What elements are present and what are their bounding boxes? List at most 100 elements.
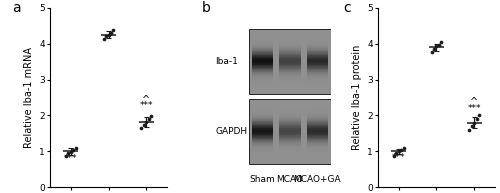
Bar xyxy=(280,132,300,133)
Point xyxy=(67,151,75,154)
Bar xyxy=(280,124,300,125)
Point xyxy=(100,38,108,41)
Bar xyxy=(280,76,300,77)
Bar xyxy=(306,129,328,130)
Bar xyxy=(280,64,300,65)
Bar xyxy=(280,143,300,144)
Bar xyxy=(280,38,300,39)
Bar xyxy=(306,148,328,149)
Bar xyxy=(306,84,328,85)
Bar xyxy=(306,128,328,129)
Bar xyxy=(280,46,300,47)
Point xyxy=(102,35,110,38)
Text: ^: ^ xyxy=(470,97,478,107)
Bar xyxy=(252,71,274,72)
Bar xyxy=(306,136,328,137)
Bar xyxy=(306,137,328,138)
Bar xyxy=(252,153,274,154)
Bar xyxy=(280,112,300,113)
Bar xyxy=(306,153,328,154)
Bar xyxy=(280,113,300,114)
Bar xyxy=(306,143,328,144)
Bar xyxy=(252,110,274,111)
Point xyxy=(435,43,443,46)
Bar xyxy=(306,70,328,71)
Bar xyxy=(252,111,274,112)
Bar xyxy=(280,44,300,45)
Point xyxy=(468,125,476,128)
Bar xyxy=(252,75,274,76)
Point xyxy=(107,31,115,34)
Bar xyxy=(280,129,300,130)
Bar xyxy=(252,47,274,48)
Bar xyxy=(252,112,274,113)
Bar xyxy=(252,53,274,54)
Point xyxy=(475,114,483,117)
Bar xyxy=(252,141,274,142)
Bar xyxy=(306,41,328,42)
Bar xyxy=(306,53,328,54)
Bar xyxy=(306,52,328,53)
Bar xyxy=(306,43,328,44)
Bar xyxy=(280,148,300,149)
Bar xyxy=(252,55,274,56)
Bar xyxy=(306,111,328,112)
Bar xyxy=(252,43,274,44)
Bar xyxy=(306,80,328,81)
Bar xyxy=(306,62,328,63)
Bar xyxy=(252,144,274,145)
Bar xyxy=(306,112,328,113)
Bar xyxy=(280,59,300,60)
Bar xyxy=(280,115,300,116)
Bar xyxy=(280,61,300,62)
Point xyxy=(390,154,398,157)
Bar xyxy=(252,148,274,149)
Bar xyxy=(306,118,328,119)
Bar xyxy=(306,120,328,121)
Bar xyxy=(306,117,328,118)
Text: MCAO: MCAO xyxy=(276,175,303,184)
Bar xyxy=(306,122,328,123)
Bar xyxy=(280,58,300,59)
Bar xyxy=(252,79,274,80)
Point xyxy=(140,124,148,127)
Bar xyxy=(252,140,274,141)
Bar xyxy=(306,76,328,77)
Bar xyxy=(306,134,328,135)
Bar xyxy=(306,113,328,114)
Bar xyxy=(252,121,274,122)
Bar xyxy=(252,49,274,50)
Bar xyxy=(280,154,300,155)
Bar xyxy=(252,42,274,43)
Bar xyxy=(306,54,328,55)
Text: MCAO+GA: MCAO+GA xyxy=(294,175,341,184)
Point xyxy=(400,146,407,149)
Bar xyxy=(280,150,300,151)
Point xyxy=(438,40,446,43)
Bar xyxy=(252,83,274,84)
Bar xyxy=(252,134,274,135)
Bar xyxy=(252,64,274,65)
Bar xyxy=(306,38,328,39)
Bar xyxy=(280,147,300,148)
Text: Sham: Sham xyxy=(250,175,276,184)
Bar xyxy=(252,123,274,124)
Bar xyxy=(280,126,300,127)
Point xyxy=(428,50,436,53)
Bar xyxy=(280,52,300,53)
Bar xyxy=(306,66,328,67)
Point xyxy=(110,28,118,31)
Bar xyxy=(252,132,274,133)
Bar xyxy=(252,129,274,130)
Bar xyxy=(306,48,328,49)
Point xyxy=(394,150,402,153)
Bar xyxy=(252,54,274,55)
Bar xyxy=(280,60,300,61)
Bar xyxy=(280,151,300,152)
Bar xyxy=(252,125,274,126)
Bar xyxy=(280,84,300,85)
Bar xyxy=(280,127,300,128)
Point xyxy=(397,148,405,151)
Bar xyxy=(306,139,328,140)
Bar xyxy=(306,39,328,40)
